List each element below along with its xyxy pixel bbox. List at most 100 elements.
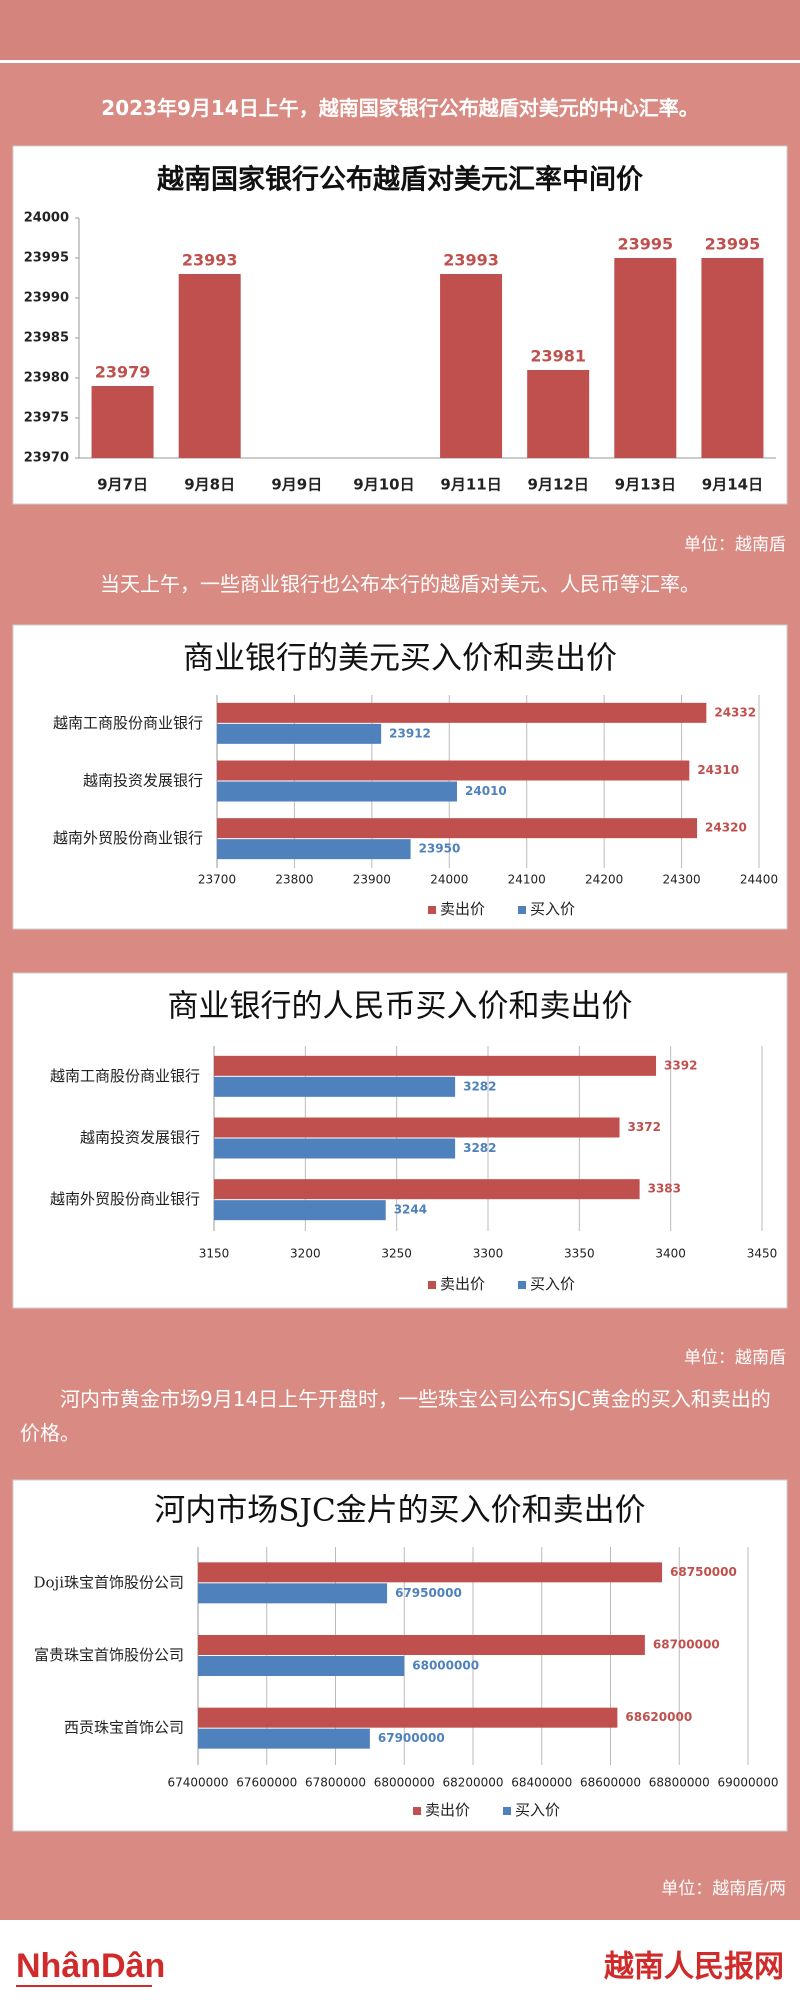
bar	[198, 1707, 618, 1728]
bar	[217, 839, 411, 860]
y-tick-label: 越南投资发展银行	[83, 772, 203, 790]
x-tick-label: 3150	[199, 1247, 230, 1261]
value-label: 3282	[463, 1141, 496, 1155]
x-tick-label: 3300	[473, 1247, 504, 1261]
intro: 当天上午，一些商业银行也公布本行的越盾对美元、人民币等汇率。	[100, 572, 700, 596]
legend-label: 卖出价	[440, 900, 485, 918]
x-tick-label: 3250	[381, 1247, 412, 1261]
value-label: 23995	[705, 235, 761, 254]
bar	[198, 1635, 645, 1655]
y-tick-label: 23980	[24, 371, 69, 386]
x-tick-label: 24000	[430, 873, 468, 887]
y-tick-label: 23985	[24, 331, 69, 346]
y-tick-label: 富贵珠宝首饰股份公司	[34, 1646, 184, 1664]
bar	[214, 1076, 456, 1097]
unit-label: 单位：越南盾/两	[661, 1879, 786, 1899]
value-label: 23979	[95, 363, 151, 382]
value-label: 23993	[443, 251, 499, 270]
value-label: 67900000	[378, 1731, 445, 1745]
value-label: 3383	[648, 1182, 681, 1196]
x-tick-label: 3350	[564, 1247, 595, 1261]
bar	[217, 781, 458, 802]
y-tick-label: 越南外贸股份商业银行	[53, 829, 203, 847]
x-tick-label: 9月14日	[702, 476, 763, 494]
bar	[440, 274, 503, 458]
value-label: 3372	[628, 1120, 661, 1134]
legend-label: 买入价	[530, 1275, 575, 1293]
x-tick-label: 23800	[275, 873, 313, 887]
value-label: 68700000	[653, 1638, 720, 1652]
x-tick-label: 68000000	[374, 1776, 435, 1790]
x-tick-label: 9月7日	[97, 476, 148, 494]
unit-label: 单位：越南盾	[684, 535, 786, 555]
intro: 河内市黄金市场9月14日上午开盘时，一些珠宝公司公布SJC黄金的买入和卖出的价格…	[20, 1387, 771, 1445]
x-tick-label: 9月13日	[615, 476, 676, 494]
divider	[0, 60, 800, 63]
intro: 2023年9月14日上午，越南国家银行公布越盾对美元的中心汇率。	[101, 96, 699, 120]
x-tick-label: 69000000	[717, 1776, 778, 1790]
value-label: 23981	[530, 347, 586, 366]
chart-box	[12, 1479, 788, 1832]
value-label: 3244	[394, 1203, 427, 1217]
x-tick-label: 9月9日	[271, 476, 322, 494]
y-tick-label: 西贡珠宝首饰公司	[64, 1719, 184, 1737]
x-tick-label: 23700	[198, 873, 236, 887]
bar	[217, 702, 707, 723]
top-band	[0, 0, 800, 60]
y-tick-label: 越南工商股份商业银行	[50, 1067, 200, 1085]
x-tick-label: 67800000	[305, 1776, 366, 1790]
value-label: 24320	[705, 821, 747, 835]
chart-title: 商业银行的人民币买入价和卖出价	[168, 989, 633, 1025]
legend-swatch	[428, 1281, 436, 1289]
value-label: 68750000	[670, 1565, 737, 1579]
footer-logo: NhânDân	[16, 1947, 165, 1985]
y-tick-label: 23975	[24, 411, 69, 426]
value-label: 23993	[182, 251, 238, 270]
bar	[214, 1055, 657, 1076]
bar	[217, 818, 698, 839]
y-tick-label: 24000	[24, 211, 69, 226]
value-label: 3282	[463, 1079, 496, 1093]
y-tick-label: 越南投资发展银行	[80, 1129, 200, 1147]
bar	[217, 723, 382, 744]
legend-label: 卖出价	[425, 1801, 470, 1819]
x-tick-label: 67400000	[167, 1776, 228, 1790]
legend-label: 买入价	[515, 1801, 560, 1819]
bar	[214, 1179, 640, 1200]
value-label: 23995	[617, 235, 673, 254]
bar	[178, 274, 241, 458]
y-tick-label: 越南外贸股份商业银行	[50, 1190, 200, 1208]
x-tick-label: 24200	[585, 873, 623, 887]
bar	[198, 1583, 388, 1604]
bar	[701, 258, 764, 458]
bar	[214, 1138, 456, 1159]
bar	[217, 760, 690, 781]
value-label: 24310	[697, 763, 739, 777]
x-tick-label: 9月11日	[440, 476, 501, 494]
unit-label: 单位：越南盾	[684, 1348, 786, 1368]
x-tick-label: 3450	[747, 1247, 778, 1261]
footer-site: 越南人民报网	[604, 1950, 784, 1985]
x-tick-label: 24400	[740, 873, 778, 887]
legend-swatch	[503, 1807, 511, 1815]
bar	[198, 1562, 663, 1583]
y-tick-label: Doji珠宝首饰股份公司	[33, 1573, 184, 1591]
bar	[198, 1656, 405, 1676]
value-label: 3392	[664, 1058, 697, 1072]
y-tick-label: 23970	[24, 451, 69, 466]
x-tick-label: 67600000	[236, 1776, 297, 1790]
y-tick-label: 23990	[24, 291, 69, 306]
bar	[214, 1117, 620, 1138]
value-label: 67950000	[395, 1586, 462, 1600]
y-tick-label: 越南工商股份商业银行	[53, 714, 203, 732]
bar	[91, 386, 154, 458]
chart-title: 越南国家银行公布越盾对美元汇率中间价	[157, 164, 644, 196]
x-tick-label: 9月10日	[353, 476, 414, 494]
bar	[198, 1728, 370, 1749]
x-tick-label: 24300	[662, 873, 700, 887]
value-label: 24332	[714, 705, 756, 719]
x-tick-label: 9月8日	[184, 476, 235, 494]
legend-swatch	[413, 1807, 421, 1815]
x-tick-label: 24100	[508, 873, 546, 887]
